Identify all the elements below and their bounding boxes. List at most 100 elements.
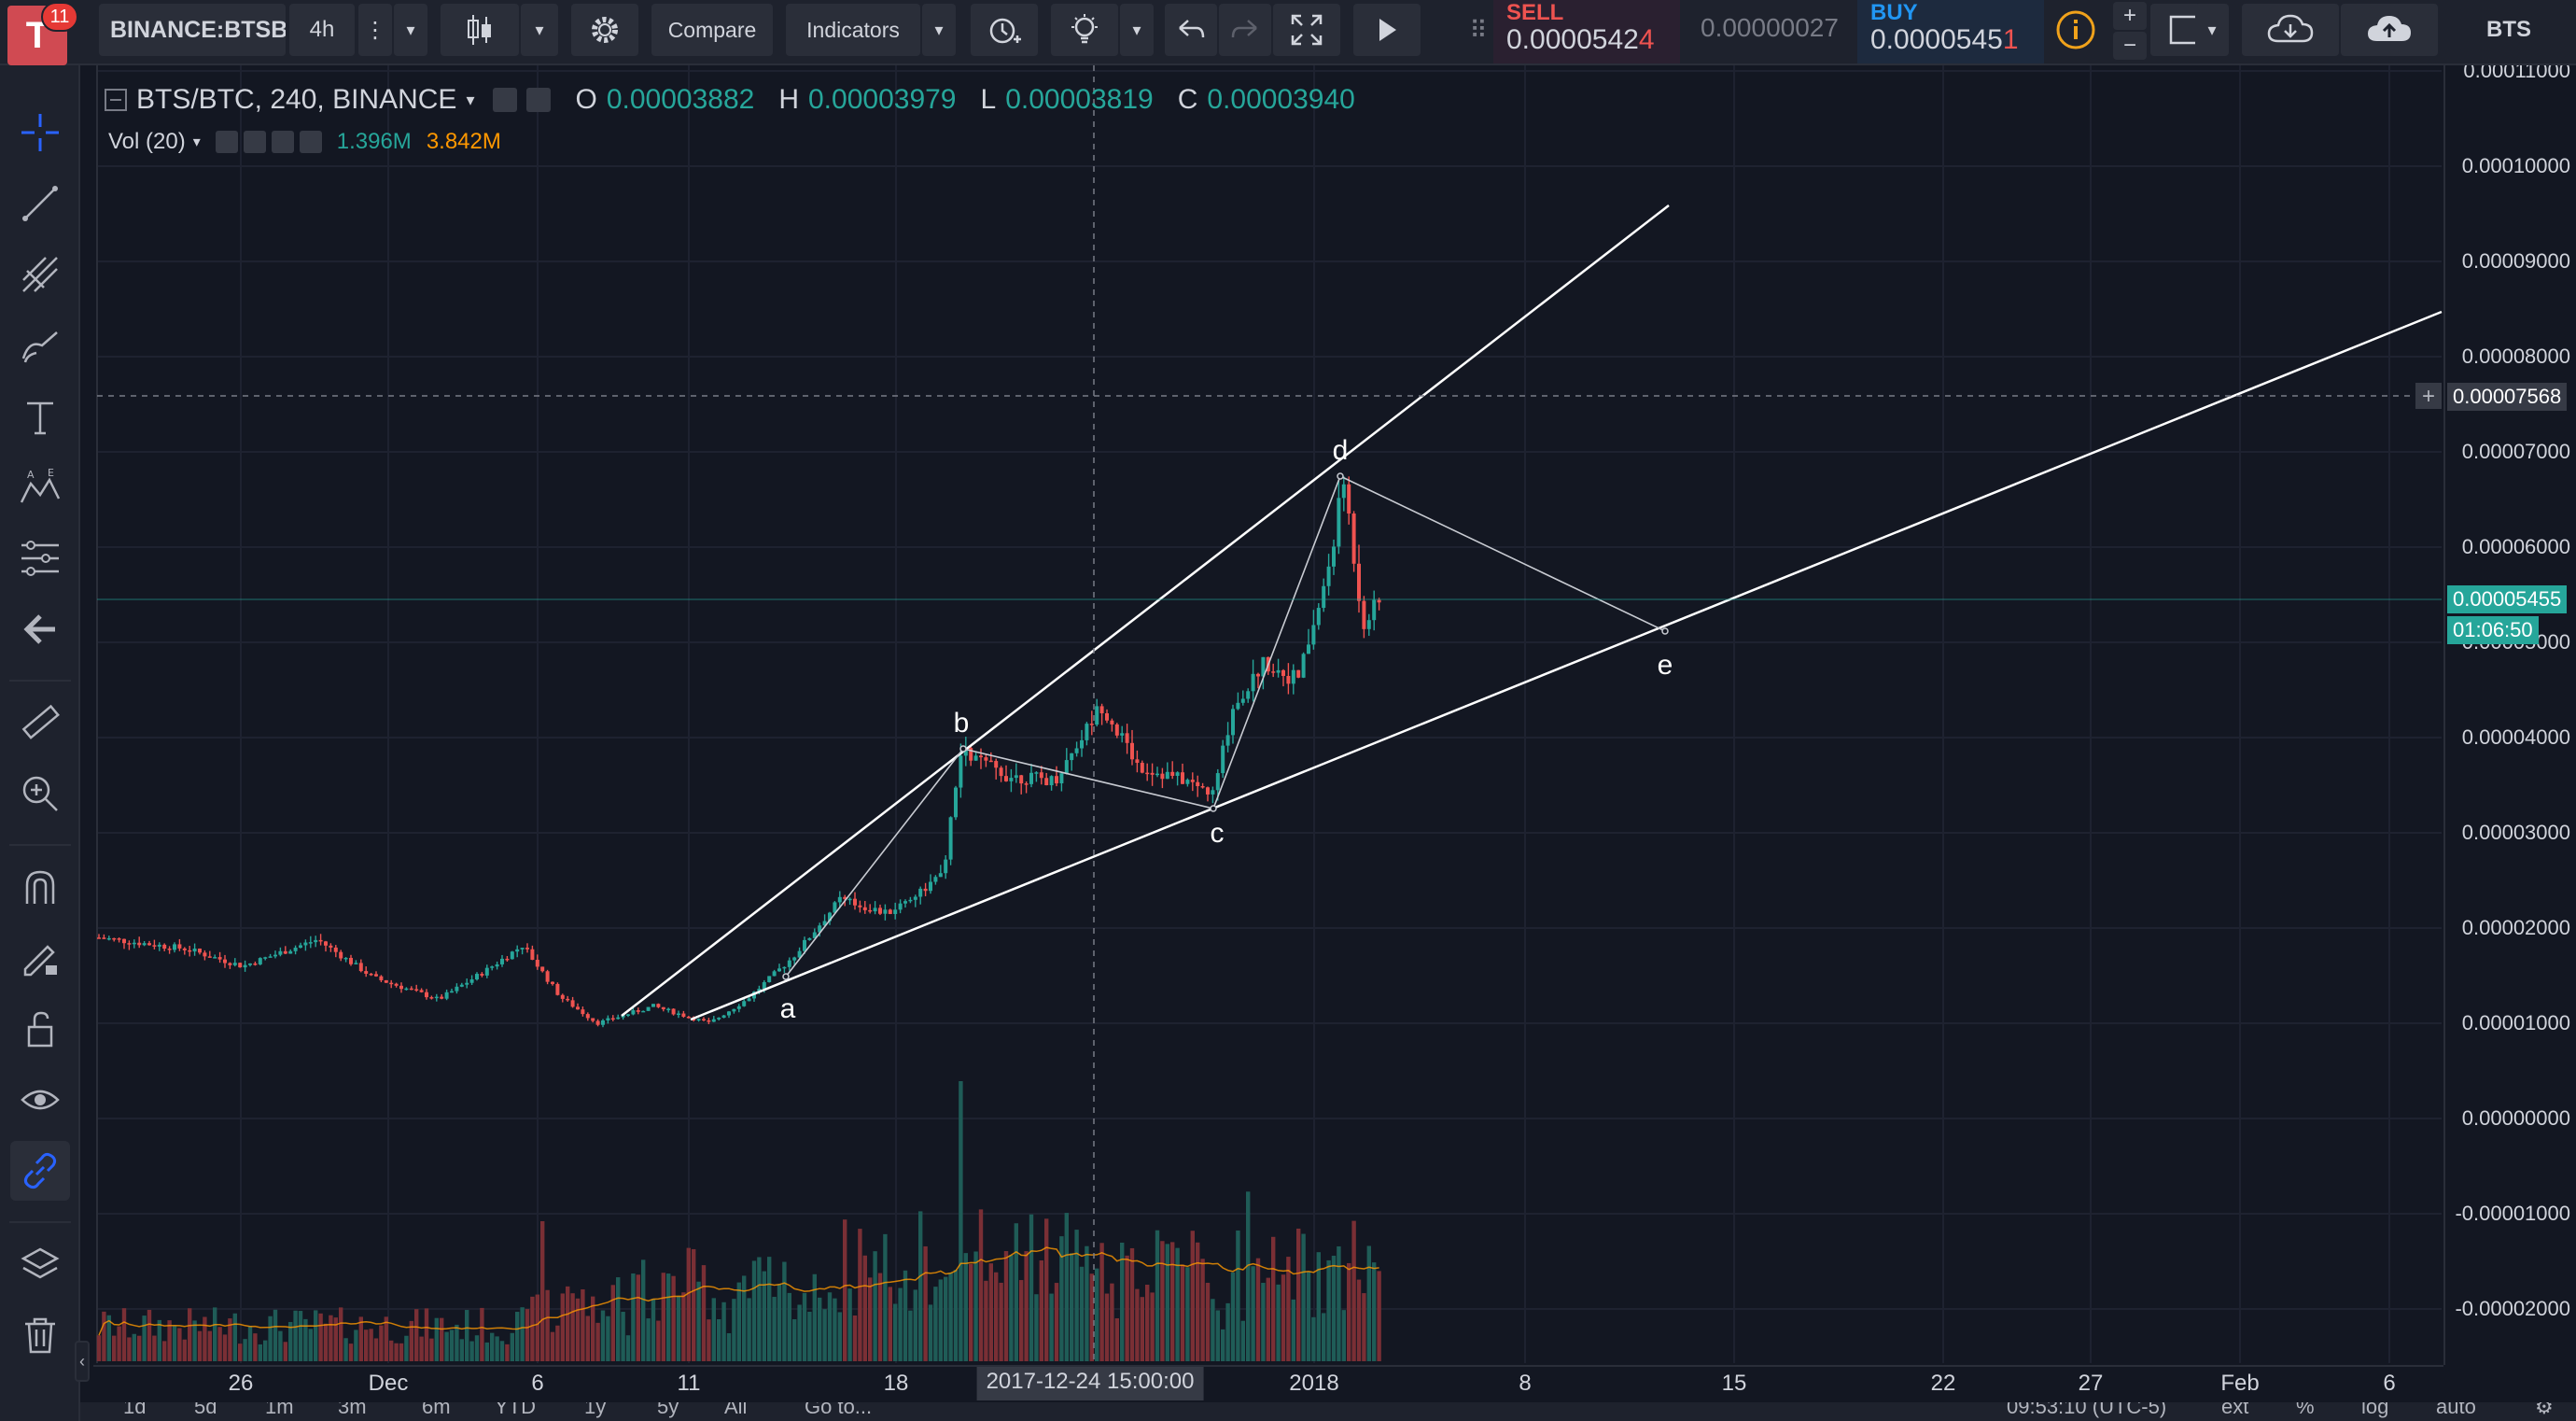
alarm-plus-icon bbox=[989, 18, 1021, 44]
chevron-down-icon[interactable]: ▾ bbox=[922, 4, 956, 56]
high-value: 0.00003979 bbox=[808, 84, 957, 115]
alert-button[interactable] bbox=[971, 4, 1038, 56]
zoom-in-button[interactable]: + bbox=[2113, 2, 2147, 30]
gear-icon[interactable]: ⚙ bbox=[2535, 1402, 2554, 1418]
prediction-tool[interactable] bbox=[10, 528, 70, 588]
symbol-search[interactable]: BINANCE:BTSBTC bbox=[99, 4, 286, 56]
collapse-toolbar-button[interactable]: ‹ bbox=[75, 1341, 90, 1382]
measure-tool[interactable] bbox=[10, 693, 70, 753]
candle-body bbox=[520, 948, 525, 950]
range-button-3m[interactable]: 3m bbox=[338, 1402, 367, 1418]
back-tool[interactable] bbox=[10, 599, 70, 659]
chevron-down-icon[interactable]: ▾ bbox=[192, 134, 201, 150]
eye-icon[interactable] bbox=[493, 88, 518, 112]
candle-body bbox=[1372, 599, 1377, 621]
indicators-button[interactable]: Indicators bbox=[786, 4, 920, 56]
collapse-legend-icon[interactable] bbox=[105, 89, 127, 111]
buy-button[interactable]: BUY 0.00005451 bbox=[1857, 0, 2044, 63]
compare-button[interactable]: Compare bbox=[651, 4, 773, 56]
volume-bar bbox=[1044, 1218, 1049, 1361]
log-scale-toggle[interactable]: log bbox=[2361, 1402, 2389, 1418]
settings-icon[interactable] bbox=[526, 88, 552, 112]
range-button-5d[interactable]: 5d bbox=[194, 1402, 217, 1418]
volume-bar bbox=[742, 1275, 747, 1361]
range-button-1d[interactable]: 1d bbox=[123, 1402, 147, 1418]
chevron-down-icon[interactable]: ▾ bbox=[521, 4, 558, 56]
lock-drawings-tool[interactable] bbox=[10, 999, 70, 1059]
candle-body bbox=[969, 748, 973, 761]
eye-icon[interactable] bbox=[215, 131, 238, 153]
add-icon[interactable] bbox=[271, 131, 294, 153]
zoom-tool[interactable] bbox=[10, 764, 70, 823]
save-layout-button[interactable] bbox=[2341, 4, 2438, 56]
symbol-title[interactable]: BTS/BTC, 240, BINANCE bbox=[136, 84, 457, 115]
range-button-1m[interactable]: 1m bbox=[265, 1402, 294, 1418]
crosshair-tool[interactable] bbox=[10, 103, 70, 162]
magnet-tool[interactable] bbox=[10, 857, 70, 917]
replay-button[interactable] bbox=[1353, 4, 1421, 56]
volume-bar bbox=[1165, 1244, 1169, 1361]
goto-button[interactable]: Go to... bbox=[805, 1402, 873, 1418]
settings-icon[interactable] bbox=[243, 131, 266, 153]
volume-bar bbox=[1351, 1220, 1356, 1361]
volume-bar bbox=[555, 1325, 560, 1361]
volume-bar bbox=[510, 1332, 514, 1361]
candle-body bbox=[1286, 676, 1291, 684]
ideas-button[interactable] bbox=[1051, 4, 1118, 56]
volume-title[interactable]: Vol (20) bbox=[108, 129, 186, 154]
stay-in-drawing-tool[interactable] bbox=[10, 928, 70, 988]
volume-bar bbox=[681, 1292, 686, 1361]
candle-body bbox=[762, 981, 766, 990]
volume-ma-value: 3.842M bbox=[426, 129, 501, 154]
volume-bar bbox=[1306, 1272, 1311, 1361]
extended-hours-toggle[interactable]: ext bbox=[2221, 1402, 2249, 1418]
auto-scale-toggle[interactable]: auto bbox=[2436, 1402, 2476, 1418]
chevron-down-icon[interactable]: ▾ bbox=[1120, 4, 1154, 56]
pencil-lock-icon bbox=[23, 945, 57, 977]
pitchfork-tool[interactable] bbox=[10, 245, 70, 304]
candle-body bbox=[106, 937, 111, 940]
account-symbol-button[interactable]: BTS bbox=[2451, 4, 2567, 56]
price-axis[interactable]: 0.00011000 0.00010000 0.00009000 0.00008000… bbox=[2443, 59, 2576, 1365]
candle-body bbox=[772, 971, 777, 977]
object-tree-tool[interactable] bbox=[10, 1234, 70, 1294]
volume-bar bbox=[1110, 1283, 1114, 1361]
range-button-ytd[interactable]: YTD bbox=[495, 1402, 536, 1418]
settings-button[interactable] bbox=[571, 4, 638, 56]
redo-button[interactable] bbox=[1219, 4, 1271, 56]
info-button[interactable] bbox=[2046, 4, 2106, 56]
volume-bar bbox=[1322, 1313, 1326, 1361]
brush-tool[interactable] bbox=[10, 316, 70, 375]
chevron-down-icon[interactable]: ▾ bbox=[466, 90, 475, 109]
load-layout-button[interactable] bbox=[2242, 4, 2339, 56]
candle-body bbox=[893, 909, 898, 914]
vertical-dots-icon[interactable]: ⋮ bbox=[358, 4, 392, 56]
fullscreen-button[interactable] bbox=[1273, 4, 1340, 56]
percent-scale-toggle[interactable]: % bbox=[2296, 1402, 2315, 1418]
drag-handle-icon[interactable]: ⠿ bbox=[1469, 15, 1488, 44]
interval-button[interactable]: 4h bbox=[289, 4, 355, 56]
chart-type-button[interactable] bbox=[441, 4, 519, 56]
chevron-down-icon[interactable]: ▾ bbox=[2195, 4, 2229, 56]
remove-drawings-tool[interactable] bbox=[10, 1305, 70, 1365]
trend-line-tool[interactable] bbox=[10, 174, 70, 233]
range-button-6m[interactable]: 6m bbox=[422, 1402, 451, 1418]
sell-button[interactable]: SELL 0.00005424 bbox=[1493, 0, 1680, 63]
range-button-5y[interactable]: 5y bbox=[657, 1402, 679, 1418]
time-axis[interactable]: 26 Dec 6 11 18 2018 8 15 22 27 Feb 6 bbox=[93, 1365, 2443, 1402]
volume-bar bbox=[560, 1293, 565, 1361]
range-button-all[interactable]: All bbox=[724, 1402, 748, 1418]
zoom-out-button[interactable]: − bbox=[2113, 32, 2147, 60]
text-tool[interactable] bbox=[10, 387, 70, 446]
hide-drawings-tool[interactable] bbox=[10, 1070, 70, 1130]
range-button-1y[interactable]: 1y bbox=[584, 1402, 607, 1418]
high-label: H bbox=[778, 84, 799, 115]
volume-bar bbox=[273, 1309, 278, 1361]
close-icon[interactable] bbox=[299, 131, 322, 153]
candle-body bbox=[843, 896, 847, 899]
sync-drawings-tool[interactable] bbox=[10, 1141, 70, 1201]
undo-button[interactable] bbox=[1165, 4, 1217, 56]
chevron-down-icon[interactable]: ▾ bbox=[394, 4, 427, 56]
